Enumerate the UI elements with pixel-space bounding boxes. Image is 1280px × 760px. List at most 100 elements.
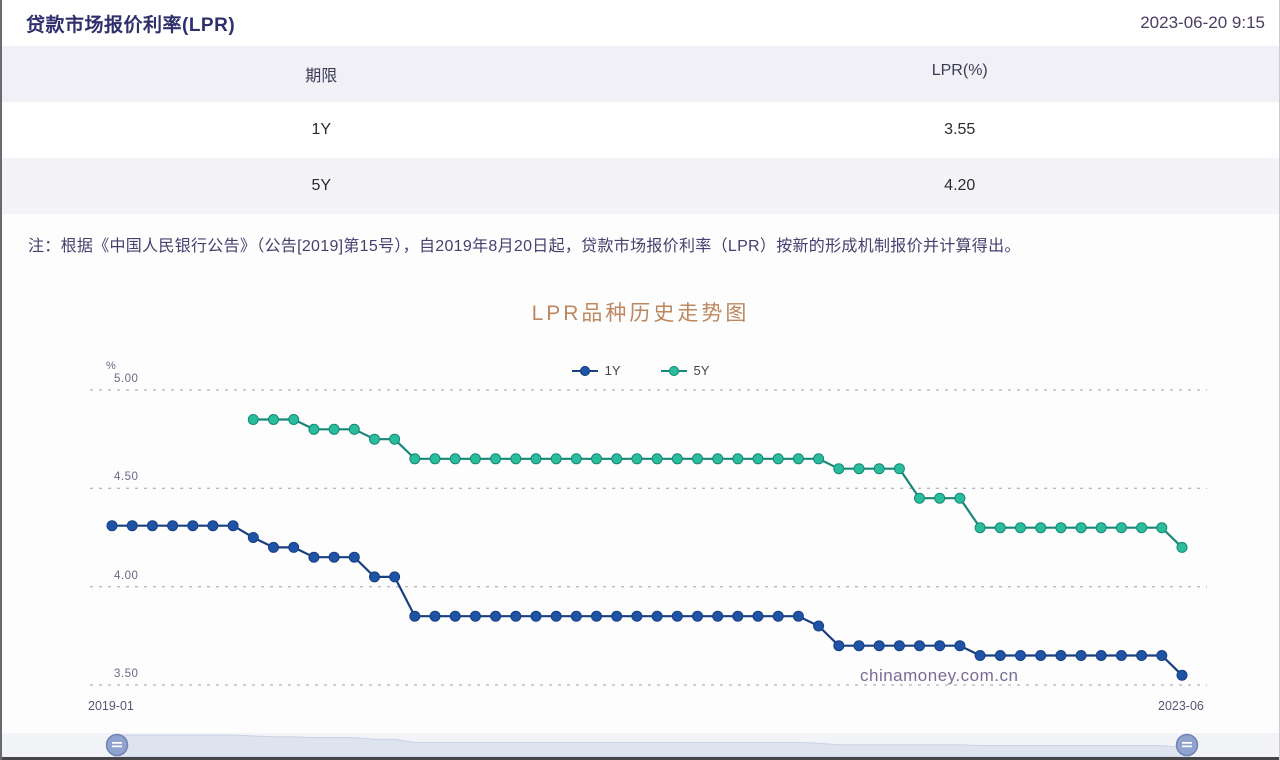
y-tick-4.50: 4.50 xyxy=(114,471,139,483)
handle-grip-icon xyxy=(1182,742,1192,744)
data-point-1y xyxy=(1075,650,1087,661)
data-point-1y xyxy=(611,610,623,622)
y-tick-5.00: 5.00 xyxy=(114,373,139,385)
data-point-5y xyxy=(974,522,986,534)
data-point-1y xyxy=(429,610,441,622)
page-header: 贷款市场报价利率(LPR) 2023-06-20 9:15 xyxy=(2,0,1279,46)
data-point-5y xyxy=(1095,522,1107,534)
data-point-1y xyxy=(167,520,179,532)
data-point-1y xyxy=(732,610,744,622)
data-point-5y xyxy=(1156,522,1168,534)
data-point-1y xyxy=(247,532,259,543)
data-point-5y xyxy=(369,433,380,445)
data-point-1y xyxy=(1015,650,1026,661)
data-point-1y xyxy=(954,640,966,652)
data-point-1y xyxy=(1055,650,1067,661)
data-point-1y xyxy=(873,640,885,652)
footnote: 注：根据《中国人民银行公告》（公告[2019]第15号），自2019年8月20日… xyxy=(28,238,1021,255)
data-point-5y xyxy=(469,453,481,465)
legend-label-1y: 1Y xyxy=(604,363,621,378)
rate-cell-5y: 4.20 xyxy=(944,177,976,194)
data-point-1y xyxy=(813,620,825,632)
data-point-1y xyxy=(974,650,986,661)
data-point-5y xyxy=(268,414,279,425)
data-point-1y xyxy=(631,610,643,622)
data-point-1y xyxy=(833,640,845,652)
data-point-5y xyxy=(893,463,905,475)
table-row: 1Y 3.55 xyxy=(2,102,1279,158)
y-tick-3.50: 3.50 xyxy=(114,668,139,680)
data-point-1y xyxy=(146,520,158,532)
data-point-1y xyxy=(853,640,865,652)
data-point-1y xyxy=(187,520,199,532)
table-row: 5Y 4.20 xyxy=(2,158,1279,214)
data-point-5y xyxy=(651,453,663,465)
data-point-5y xyxy=(954,492,966,504)
data-point-5y xyxy=(348,423,360,435)
rate-cell-1y: 3.55 xyxy=(944,121,976,138)
data-point-5y xyxy=(914,492,925,504)
line-chart-plot-area xyxy=(90,389,1207,686)
data-point-1y xyxy=(510,610,522,622)
data-point-5y xyxy=(490,453,502,465)
x-tick-first: 2019-01 xyxy=(88,699,134,713)
data-point-5y xyxy=(631,453,643,465)
data-point-1y xyxy=(126,520,138,532)
data-point-5y xyxy=(611,453,623,465)
data-point-5y xyxy=(1136,522,1148,534)
y-axis-unit: % xyxy=(106,360,116,372)
data-point-1y xyxy=(227,520,239,532)
datazoom-selected-area[interactable] xyxy=(112,734,1191,758)
legend-marker-1y-icon xyxy=(571,365,598,376)
data-point-1y xyxy=(671,610,683,622)
data-point-5y xyxy=(712,453,724,465)
data-point-5y xyxy=(510,453,522,465)
data-point-1y xyxy=(934,640,946,652)
data-point-1y xyxy=(490,610,502,622)
data-point-5y xyxy=(389,433,401,445)
data-point-1y xyxy=(772,610,784,622)
data-point-1y xyxy=(1176,669,1188,681)
data-point-1y xyxy=(792,610,804,622)
data-point-1y xyxy=(288,541,300,553)
legend-item-5y[interactable]: 5Y xyxy=(660,363,710,378)
data-point-1y xyxy=(207,520,219,532)
data-point-5y xyxy=(247,414,259,425)
datazoom-slider[interactable] xyxy=(2,733,1280,760)
column-header-rate: LPR(%) xyxy=(931,62,988,79)
data-point-5y xyxy=(873,463,885,475)
data-point-5y xyxy=(1115,522,1127,534)
data-point-1y xyxy=(409,610,421,622)
data-point-1y xyxy=(106,520,118,532)
datazoom-handle-left[interactable] xyxy=(105,733,129,757)
data-point-1y xyxy=(712,610,724,622)
data-point-5y xyxy=(1176,541,1188,553)
chart-title: LPR品种历史走势图 xyxy=(531,302,750,325)
term-cell-1y: 1Y xyxy=(311,121,332,138)
data-point-1y xyxy=(369,571,380,583)
legend-item-1y[interactable]: 1Y xyxy=(571,363,621,378)
data-point-5y xyxy=(833,463,845,475)
data-point-1y xyxy=(570,610,582,622)
chart-legend: 1Y 5Y xyxy=(2,363,1279,378)
datazoom-handle-right[interactable] xyxy=(1175,733,1199,757)
table-header-row: 期限 LPR(%) xyxy=(2,46,1279,102)
data-point-5y xyxy=(994,522,1006,534)
data-point-5y xyxy=(449,453,461,465)
data-point-5y xyxy=(308,423,320,435)
data-point-5y xyxy=(671,453,683,465)
data-point-5y xyxy=(934,492,946,504)
data-point-5y xyxy=(732,453,744,465)
legend-marker-5y-icon xyxy=(660,365,687,376)
handle-grip-icon xyxy=(112,745,122,748)
data-point-1y xyxy=(1095,650,1107,661)
data-point-5y xyxy=(328,423,340,435)
legend-label-5y: 5Y xyxy=(693,363,710,378)
data-point-5y xyxy=(772,453,784,465)
data-point-1y xyxy=(348,551,360,563)
data-point-1y xyxy=(692,610,703,622)
y-tick-4.00: 4.00 xyxy=(114,570,139,582)
data-point-1y xyxy=(550,610,562,622)
data-point-1y xyxy=(651,610,663,622)
data-point-1y xyxy=(328,551,340,563)
